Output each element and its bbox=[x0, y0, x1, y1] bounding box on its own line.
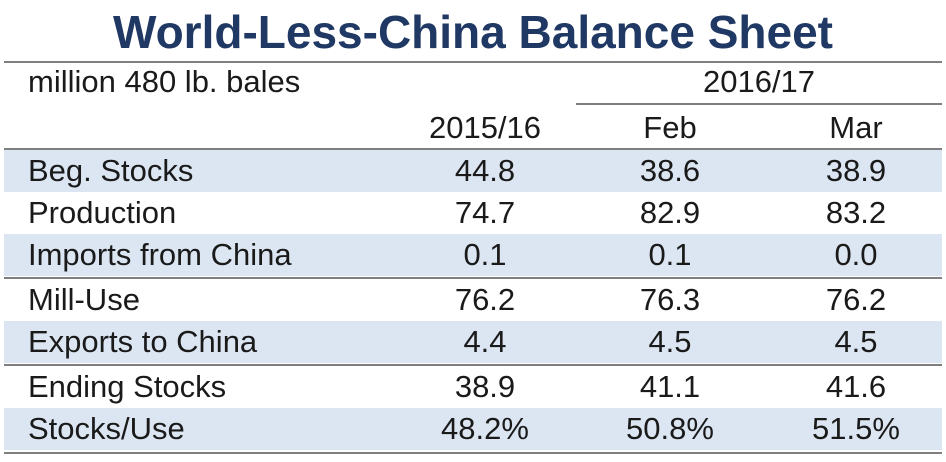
cell-mar: 76.2 bbox=[825, 282, 887, 317]
row-label: Ending Stocks bbox=[28, 369, 227, 404]
cell-feb: 76.3 bbox=[639, 282, 701, 317]
cell-mar: 0.0 bbox=[834, 237, 878, 272]
table-row-exports-to-china: Exports to China 4.4 4.5 4.5 bbox=[4, 321, 942, 363]
cell-feb: 38.6 bbox=[639, 153, 701, 188]
cell-2015-16: 74.7 bbox=[454, 195, 516, 230]
cell-2015-16: 38.9 bbox=[454, 369, 516, 404]
cell-mar: 83.2 bbox=[825, 195, 887, 230]
cell-2015-16: 76.2 bbox=[454, 282, 516, 317]
row-label: Exports to China bbox=[28, 324, 258, 359]
table-row-stocks-use: Stocks/Use 48.2% 50.8% 51.5% bbox=[4, 408, 942, 450]
cell-feb: 50.8% bbox=[626, 411, 714, 446]
column-header-mar: Mar bbox=[829, 110, 883, 145]
column-header-2015-16: 2015/16 bbox=[428, 110, 542, 145]
row-label: Mill-Use bbox=[28, 282, 140, 317]
group-header-rule bbox=[576, 103, 942, 105]
cell-mar: 41.6 bbox=[825, 369, 887, 404]
cell-2015-16: 4.4 bbox=[463, 324, 507, 359]
cell-2015-16: 0.1 bbox=[463, 237, 507, 272]
cell-feb: 82.9 bbox=[639, 195, 701, 230]
cell-feb: 0.1 bbox=[648, 237, 692, 272]
row-label: Beg. Stocks bbox=[28, 153, 194, 188]
page-title: World-Less-China Balance Sheet bbox=[113, 6, 833, 58]
unit-label: million 480 lb. bales bbox=[28, 64, 301, 99]
cell-mar: 51.5% bbox=[812, 411, 900, 446]
header-bottom-rule bbox=[4, 148, 942, 150]
row-label: Imports from China bbox=[28, 237, 292, 272]
section-rule-1 bbox=[4, 277, 942, 279]
table-row-production: Production 74.7 82.9 83.2 bbox=[4, 192, 942, 234]
cell-2015-16: 48.2% bbox=[441, 411, 529, 446]
table-row-mill-use: Mill-Use 76.2 76.3 76.2 bbox=[4, 279, 942, 321]
table-row-imports-from-china: Imports from China 0.1 0.1 0.0 bbox=[4, 234, 942, 276]
section-rule-2 bbox=[4, 364, 942, 366]
top-rule bbox=[4, 61, 942, 63]
column-header-feb: Feb bbox=[643, 110, 697, 145]
table-bottom-rule bbox=[4, 452, 942, 454]
table-row-beg-stocks: Beg. Stocks 44.8 38.6 38.9 bbox=[4, 150, 942, 192]
group-header-2016-17: 2016/17 bbox=[702, 64, 816, 99]
row-label: Production bbox=[28, 195, 177, 230]
row-label: Stocks/Use bbox=[28, 411, 185, 446]
table-row-ending-stocks: Ending Stocks 38.9 41.1 41.6 bbox=[4, 366, 942, 408]
cell-mar: 4.5 bbox=[834, 324, 878, 359]
cell-2015-16: 44.8 bbox=[454, 153, 516, 188]
cell-feb: 41.1 bbox=[639, 369, 701, 404]
cell-mar: 38.9 bbox=[825, 153, 887, 188]
cell-feb: 4.5 bbox=[648, 324, 692, 359]
